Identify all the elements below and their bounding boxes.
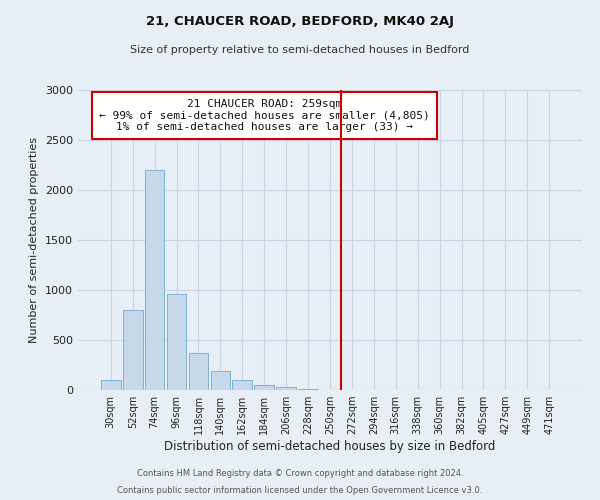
Text: Contains HM Land Registry data © Crown copyright and database right 2024.: Contains HM Land Registry data © Crown c… [137, 468, 463, 477]
Bar [254, 384, 274, 390]
Text: Contains public sector information licensed under the Open Government Licence v3: Contains public sector information licen… [118, 486, 482, 495]
Bar [276, 387, 296, 390]
Bar [298, 389, 318, 390]
Text: 21 CHAUCER ROAD: 259sqm
← 99% of semi-detached houses are smaller (4,805)
1% of : 21 CHAUCER ROAD: 259sqm ← 99% of semi-de… [99, 99, 430, 132]
Text: Size of property relative to semi-detached houses in Bedford: Size of property relative to semi-detach… [130, 45, 470, 55]
Bar [211, 371, 230, 390]
Bar [188, 353, 208, 390]
Text: 21, CHAUCER ROAD, BEDFORD, MK40 2AJ: 21, CHAUCER ROAD, BEDFORD, MK40 2AJ [146, 15, 454, 28]
Y-axis label: Number of semi-detached properties: Number of semi-detached properties [29, 137, 40, 343]
Bar [123, 310, 143, 390]
Bar [101, 380, 121, 390]
Bar [167, 294, 187, 390]
Bar [232, 380, 252, 390]
X-axis label: Distribution of semi-detached houses by size in Bedford: Distribution of semi-detached houses by … [164, 440, 496, 453]
Bar [145, 170, 164, 390]
